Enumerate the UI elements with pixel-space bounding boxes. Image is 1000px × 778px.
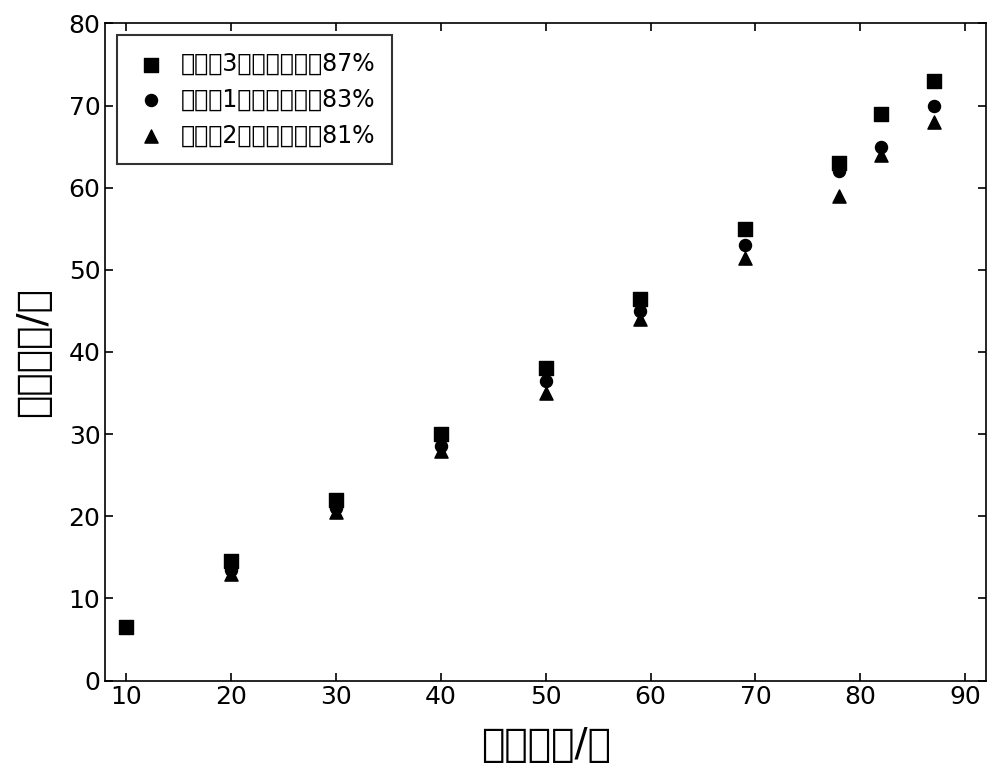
Legend: 实施例3样品激光效率87%, 实施例1样品激光效率83%, 实施例2样品激光效率81%: 实施例3样品激光效率87%, 实施例1样品激光效率83%, 实施例2样品激光效率… [117,35,392,164]
实施例1样品激光效率83% [737,239,753,251]
实施例3样品激光效率87% [632,293,648,305]
实施例1样品激光效率83% [538,374,554,387]
实施例1样品激光效率83% [926,100,942,112]
实施例2样品激光效率81% [538,387,554,399]
实施例1样品激光效率83% [632,305,648,317]
实施例1样品激光效率83% [328,502,344,514]
实施例3样品激光效率87% [873,107,889,120]
实施例2样品激光效率81% [328,506,344,518]
实施例1样品激光效率83% [831,165,847,177]
实施例2样品激光效率81% [632,313,648,325]
实施例3样品激光效率87% [538,363,554,375]
实施例2样品激光效率81% [873,149,889,161]
实施例2样品激光效率81% [433,444,449,457]
实施例1样品激光效率83% [433,440,449,453]
实施例2样品激光效率81% [926,116,942,128]
实施例2样品激光效率81% [831,190,847,202]
实施例3样品激光效率87% [831,157,847,170]
实施例3样品激光效率87% [328,493,344,506]
实施例3样品激光效率87% [118,621,134,633]
实施例1样品激光效率83% [223,563,239,576]
实施例3样品激光效率87% [433,428,449,440]
X-axis label: 泵浦功率/瓦: 泵浦功率/瓦 [481,726,611,764]
实施例3样品激光效率87% [737,223,753,235]
Y-axis label: 输出功率/瓦: 输出功率/瓦 [14,287,52,417]
实施例2样品激光效率81% [737,251,753,264]
实施例3样品激光效率87% [223,555,239,568]
实施例1样品激光效率83% [873,140,889,152]
实施例2样品激光效率81% [223,568,239,580]
实施例3样品激光效率87% [926,75,942,87]
